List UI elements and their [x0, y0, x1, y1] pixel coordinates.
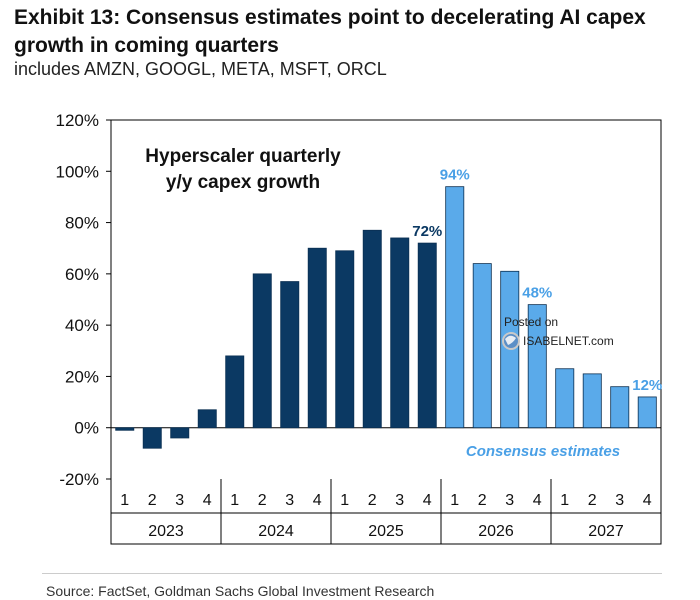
data-label: 72%	[412, 223, 442, 240]
bar	[362, 229, 382, 429]
consensus-annotation: Consensus estimates	[466, 443, 620, 460]
quarter-label: 3	[505, 492, 514, 509]
year-label: 2026	[478, 523, 514, 540]
year-label: 2025	[368, 523, 404, 540]
y-tick-label: 60%	[65, 265, 99, 284]
quarter-label: 2	[148, 492, 157, 509]
year-label: 2023	[148, 523, 184, 540]
data-label: 94%	[440, 167, 470, 184]
y-tick-label: 120%	[56, 111, 99, 130]
y-tick-label: -20%	[59, 470, 99, 489]
quarter-label: 3	[395, 492, 404, 509]
footer-divider	[42, 573, 662, 574]
quarter-label: 3	[285, 492, 294, 509]
quarter-label: 1	[340, 492, 349, 509]
data-label: 48%	[522, 285, 552, 302]
bar	[445, 186, 465, 429]
quarter-label: 4	[533, 492, 542, 509]
bar	[390, 237, 410, 429]
year-label: 2027	[588, 523, 624, 540]
chart-title-line1: Hyperscaler quarterly	[145, 146, 341, 167]
y-axis: -20% 0% 20% 40% 60% 80% 100% 120%	[56, 111, 111, 489]
bar	[280, 281, 300, 429]
quarter-label: 2	[588, 492, 597, 509]
year-label: 2024	[258, 523, 294, 540]
quarter-label: 4	[643, 492, 652, 509]
bar	[527, 304, 547, 429]
bar	[637, 396, 657, 429]
bar	[610, 386, 630, 429]
watermark-line2: ISABELNET.com	[523, 334, 614, 348]
y-tick-label: 100%	[56, 162, 99, 181]
quarter-label: 3	[615, 492, 624, 509]
source-note: Source: FactSet, Goldman Sachs Global In…	[46, 583, 435, 599]
bar	[225, 355, 245, 429]
bar	[115, 427, 135, 431]
exhibit-subtitle: includes AMZN, GOOGL, META, MSFT, ORCL	[14, 59, 387, 79]
bar	[142, 427, 162, 449]
quarter-label: 2	[258, 492, 267, 509]
quarter-label: 2	[478, 492, 487, 509]
chart-title-line2: y/y capex growth	[166, 172, 320, 193]
quarter-label: 1	[560, 492, 569, 509]
quarter-label: 1	[230, 492, 239, 509]
bar	[307, 247, 327, 429]
bar	[417, 242, 437, 429]
quarter-label: 2	[368, 492, 377, 509]
quarter-label: 1	[120, 492, 129, 509]
x-axis: 1 2 3 4 1 2 3 4 1 2 3 4 1 2 3 4 1 2 3 4 2023 2024 2025 2026 2027	[111, 479, 661, 544]
y-tick-label: 0%	[74, 419, 99, 438]
quarter-label: 4	[203, 492, 212, 509]
bar-series	[115, 186, 657, 449]
data-label: 12%	[632, 377, 662, 394]
quarter-label: 4	[423, 492, 432, 509]
quarter-label: 3	[175, 492, 184, 509]
bar	[582, 373, 602, 429]
y-tick-label: 40%	[65, 316, 99, 335]
bar	[335, 250, 355, 429]
quarter-label: 4	[313, 492, 322, 509]
quarter-label: 1	[450, 492, 459, 509]
watermark: Posted on ISABELNET.com	[502, 315, 614, 350]
bar	[555, 368, 575, 429]
bar	[252, 273, 272, 429]
capex-growth-chart: -20%0%20%40%60%80%100%120% 72%94%48%12% …	[56, 111, 662, 545]
y-tick-label: 80%	[65, 214, 99, 233]
bar	[197, 409, 217, 429]
y-tick-label: 20%	[65, 367, 99, 386]
exhibit-title: Exhibit 13: Consensus estimates point to…	[14, 6, 646, 57]
bar	[170, 427, 190, 439]
plot-frame	[110, 119, 662, 545]
bar	[472, 263, 492, 429]
data-labels: 72% 94% 48% 12%	[412, 167, 662, 394]
watermark-line1: Posted on	[504, 315, 558, 329]
globe-icon	[502, 332, 520, 350]
